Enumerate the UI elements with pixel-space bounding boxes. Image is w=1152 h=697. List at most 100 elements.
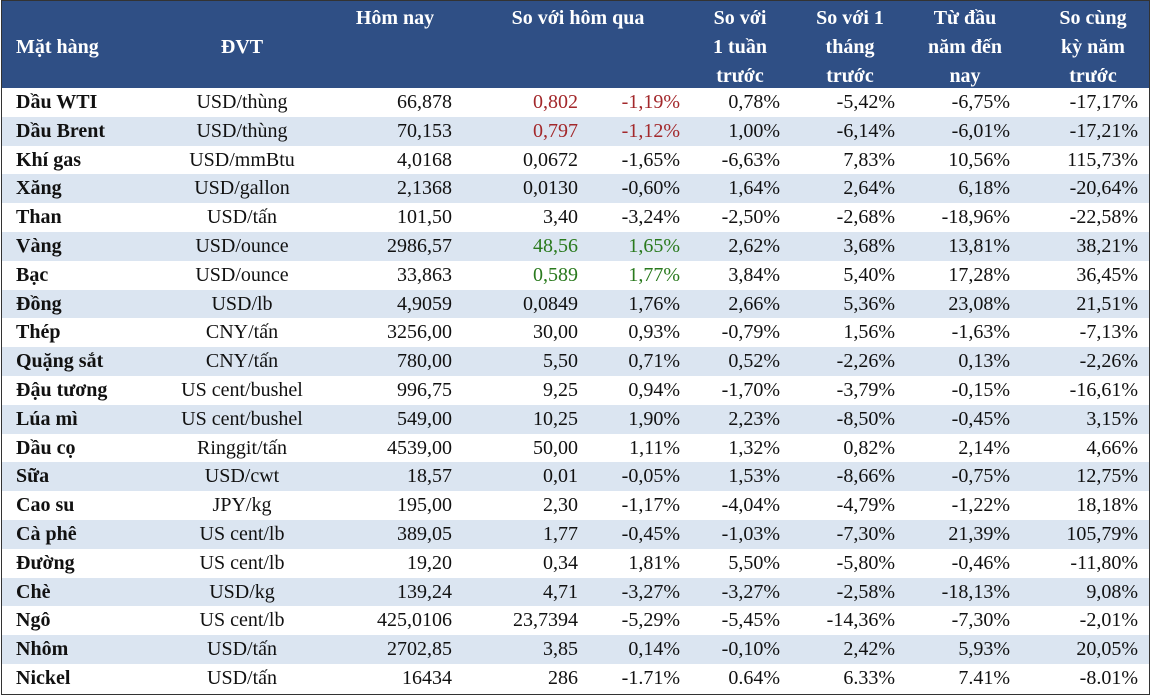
value-cell: 18,57 [407,465,452,488]
value-cell: -11,80% [1070,551,1138,574]
value-cell: 66,878 [397,91,452,113]
unit: USD/mmBtu [189,148,295,171]
header-cell: tháng [825,35,875,58]
header-cell: ĐVT [220,35,264,58]
value-cell: -7,30% [836,523,895,545]
item-name: Ngô [16,609,51,632]
value-cell: 70,153 [397,119,452,142]
item-name: Khí gas [16,148,82,171]
table-row: Cao su JPY/kg 195,00 2,30 -1,17% -4,04% -4,79%… [1,491,1150,520]
value-cell: 2,1368 [397,177,452,200]
value-cell: -1,63% [951,321,1010,344]
value-cell: 0,797 [533,119,578,142]
value-cell: -5,45% [721,609,780,632]
value-cell: 5,40% [843,263,895,286]
value-cell: -1.71% [621,667,680,689]
value-cell: 23,7394 [513,609,578,632]
value-cell: -3,24% [621,206,680,229]
table-row: Dầu WTI USD/thùng 66,878 0,802 -1,19% 0,78% -5… [1,88,1150,117]
value-cell: -2,50% [721,206,780,229]
value-cell: -3,79% [836,379,895,401]
value-cell: 105,79% [1066,523,1138,545]
item-name: Chè [16,580,51,603]
unit: CNY/tấn [205,350,279,373]
value-cell: 16434 [402,667,452,689]
value-cell: 0,94% [628,379,680,401]
value-cell: 5,93% [958,638,1010,661]
unit: USD/tấn [207,638,277,661]
value-cell: -17,17% [1069,91,1138,113]
value-cell: 0,78% [728,91,780,113]
table-row: Đậu tương US cent/bushel 996,75 9,25 0,94% -1… [1,376,1150,405]
value-cell: 12,75% [1076,465,1138,488]
value-cell: 1,00% [728,119,780,142]
value-cell: -6,63% [721,148,780,171]
item-name: Đậu tương [16,379,108,401]
value-cell: -0,60% [621,177,680,200]
value-cell: 0,0672 [523,148,578,171]
value-cell: -1,03% [721,523,780,545]
value-cell: 3,84% [728,263,780,286]
table-row: Nickel USD/tấn 16434 286 -1.71% 0.64% 6.33% 7.4… [1,664,1150,693]
value-cell: -1,65% [621,148,680,171]
value-cell: 1,32% [728,436,780,459]
unit: US cent/bushel [181,379,303,401]
value-cell: 4,71 [543,580,578,603]
value-cell: 0,93% [628,321,680,344]
value-cell: 0,82% [843,436,895,459]
table-row: Than USD/tấn 101,50 3,40 -3,24% -2,50% -2,68% -… [1,203,1150,232]
value-cell: 389,05 [397,523,452,545]
value-cell: -4,04% [721,494,780,517]
value-cell: -2,26% [836,350,895,373]
value-cell: -8,66% [836,465,895,488]
item-name: Nickel [16,667,71,689]
value-cell: 1,81% [628,551,680,574]
table-row: Xăng USD/gallon 2,1368 0,0130 -0,60% 1,64% 2,6… [1,174,1150,204]
value-cell: 23,08% [948,292,1010,315]
unit: USD/tấn [207,206,277,229]
table-row: Ngô US cent/lb 425,0106 23,7394 -5,29% -5,45%… [1,606,1150,635]
table-row: Đường US cent/lb 19,20 0,34 1,81% 5,50% -5,80%… [1,549,1150,578]
item-name: Sữa [16,465,50,488]
value-cell: 9,08% [1086,580,1138,603]
table-header: Mặt hàng ĐVT Hôm nay So với hôm qua So với 1 … [1,0,1150,88]
value-cell: 549,00 [397,407,452,430]
value-cell: 3,85 [543,638,578,661]
value-cell: 17,28% [948,263,1010,286]
value-cell: -5,42% [836,91,895,113]
value-cell: -14,36% [826,609,895,632]
header-cell: trước [716,64,764,87]
value-cell: 3256,00 [387,321,452,344]
unit: USD/thùng [196,119,288,142]
unit: USD/tấn [207,667,277,689]
item-name: Than [16,206,62,229]
value-cell: -1,12% [621,119,680,142]
value-cell: 1,77% [628,263,680,286]
item-name: Vàng [16,235,62,257]
value-cell: 1,56% [843,321,895,344]
header-cell: So với [713,6,767,29]
value-cell: 5,36% [843,292,895,315]
table-row: Khí gas USD/mmBtu 4,0168 0,0672 -1,65% -6,63%… [1,146,1150,175]
unit: USD/cwt [204,465,280,488]
value-cell: -5,29% [621,609,680,632]
value-cell: 33,863 [397,263,452,286]
value-cell: 0,802 [533,91,578,113]
table-row: Lúa mì US cent/bushel 549,00 10,25 1,90% 2,23… [1,404,1150,434]
table-row: Bạc USD/ounce 33,863 0,589 1,77% 3,84% 5,40% 17… [1,261,1150,290]
value-cell: 780,00 [397,350,452,373]
value-cell: 19,20 [407,551,452,574]
item-name: Bạc [16,263,49,286]
value-cell: 20,05% [1076,638,1138,661]
value-cell: 2,66% [728,292,780,315]
value-cell: -16,61% [1069,379,1138,401]
header-cell: kỳ năm [1061,35,1125,58]
value-cell: -0,75% [951,465,1010,488]
value-cell: 1,65% [628,235,680,257]
unit: US cent/bushel [181,407,303,430]
value-cell: 2,30 [543,494,578,517]
value-cell: -2,01% [1079,609,1138,632]
value-cell: -0,15% [951,379,1010,401]
value-cell: 286 [548,667,578,689]
